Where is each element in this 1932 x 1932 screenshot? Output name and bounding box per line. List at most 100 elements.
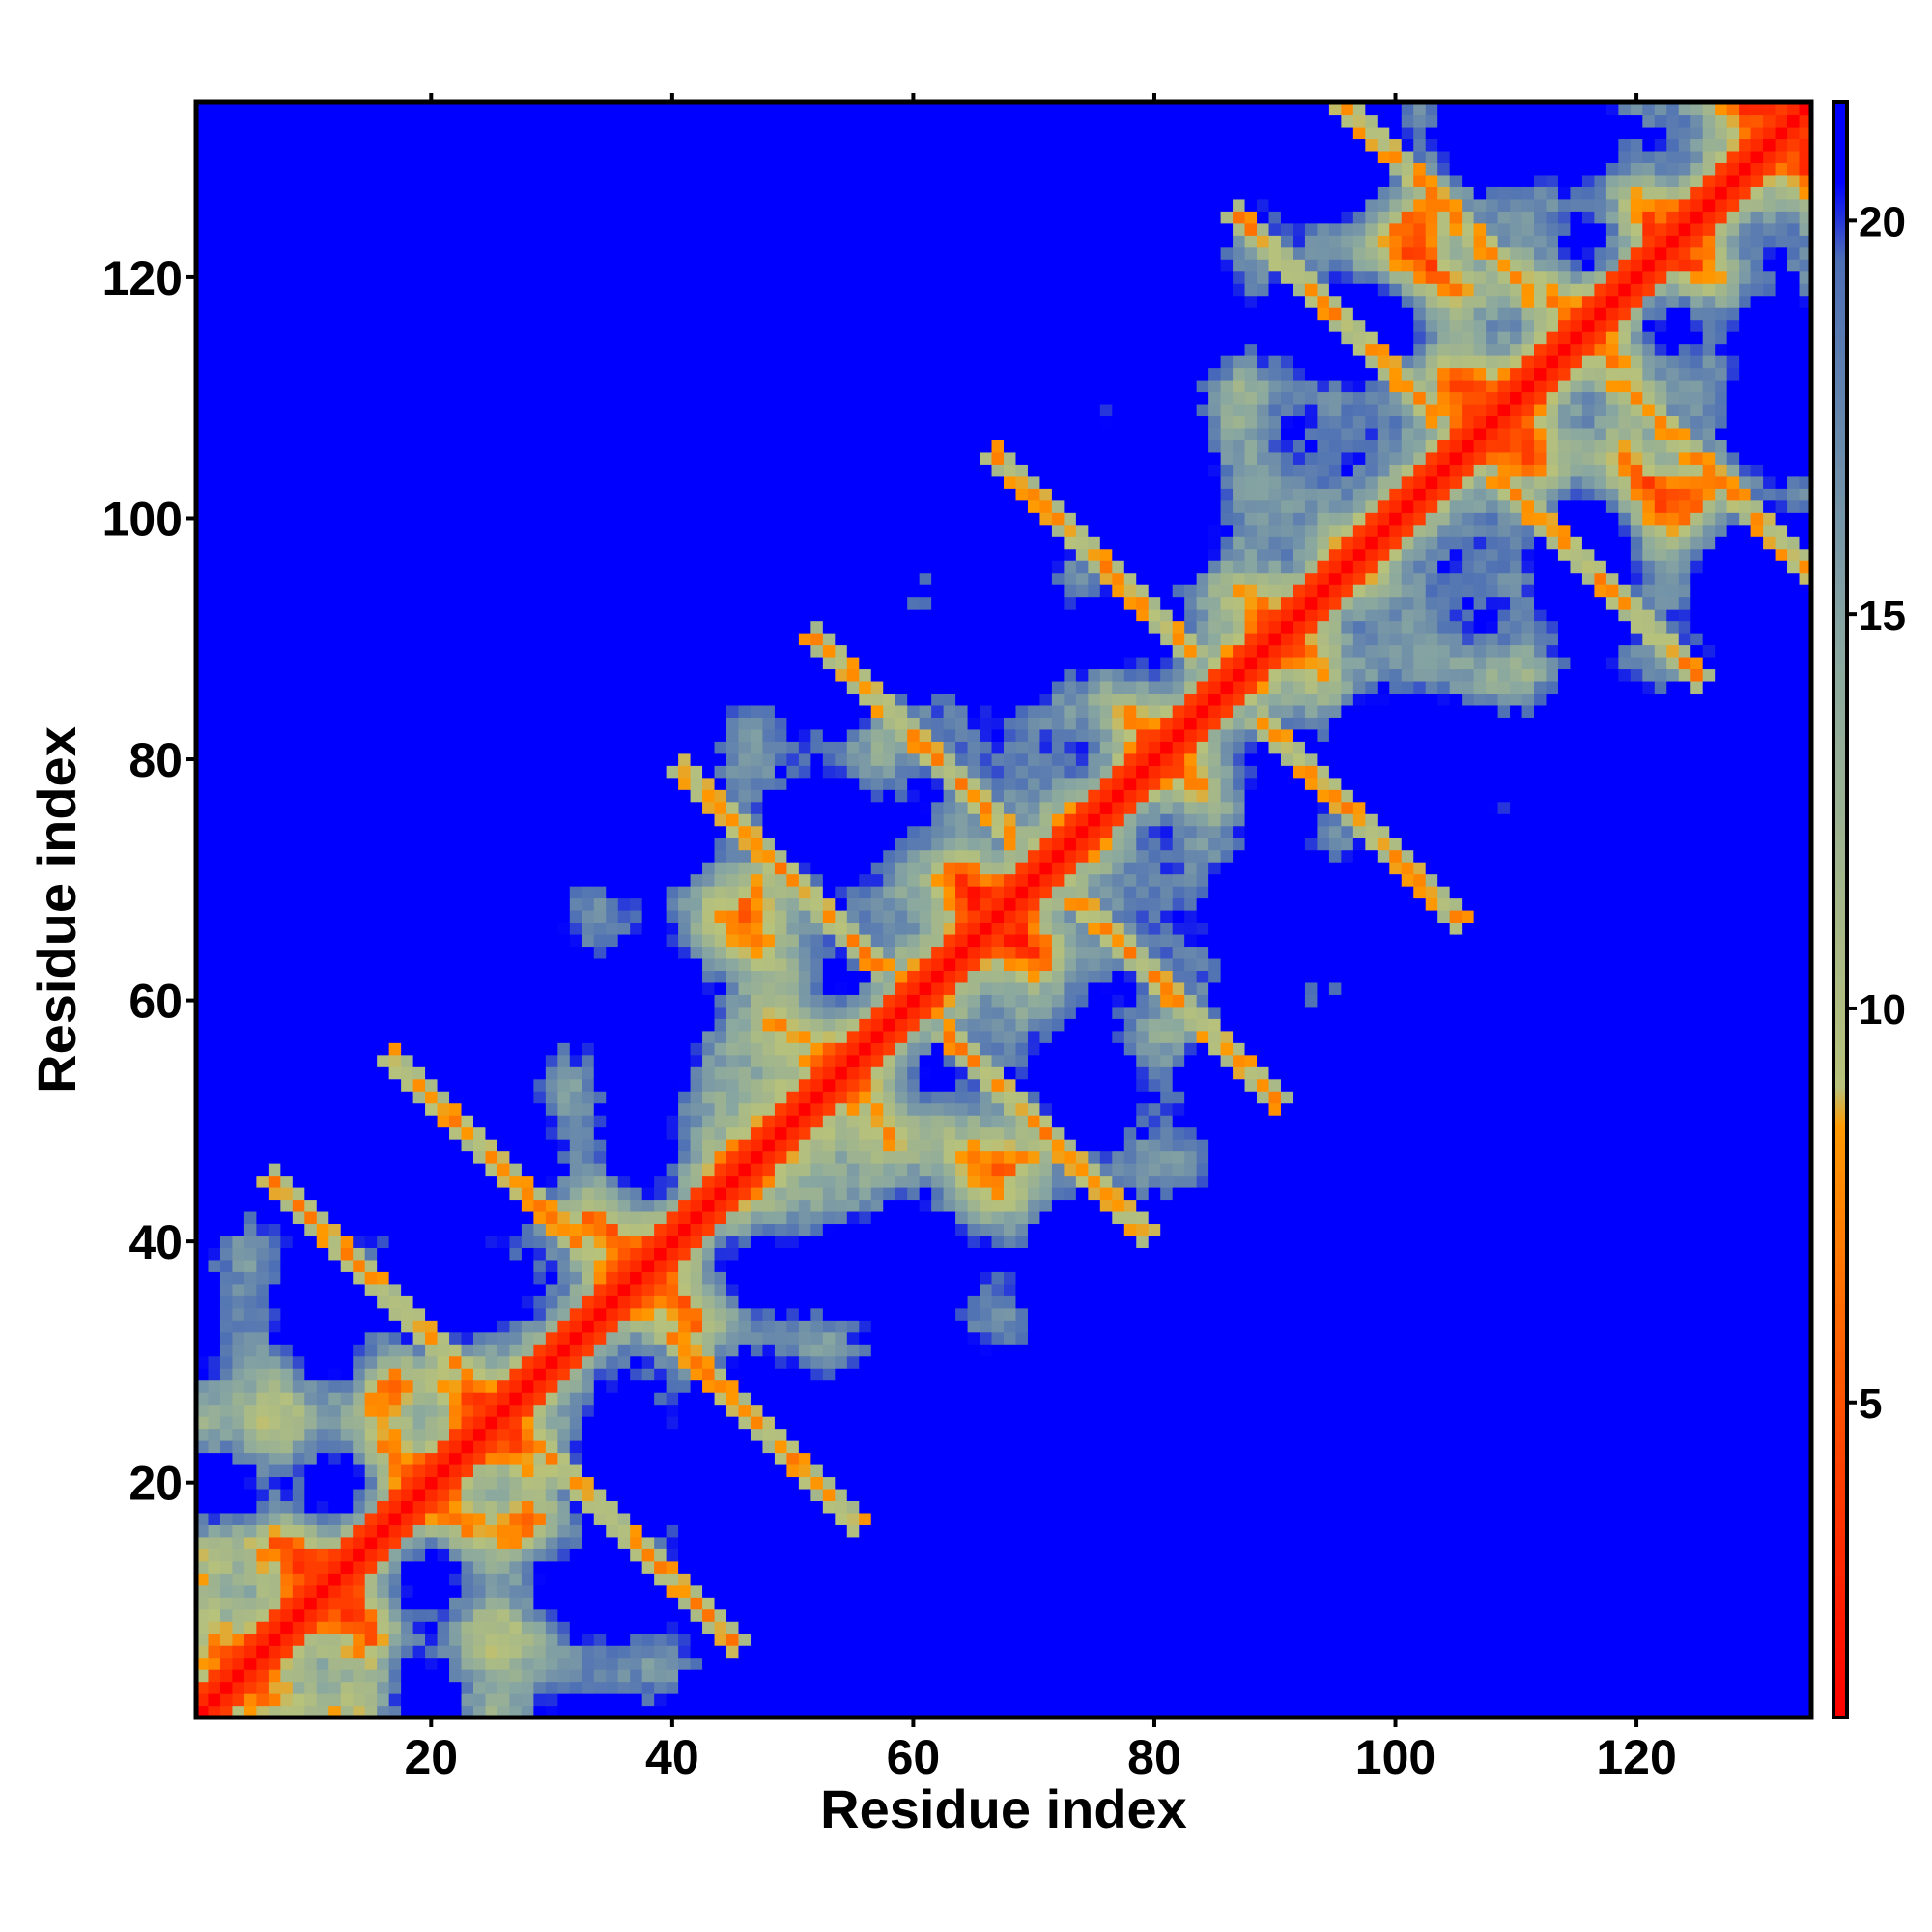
heatmap-cell <box>243 1018 257 1032</box>
heatmap-cell <box>1317 1657 1330 1670</box>
heatmap-cell <box>196 1657 210 1670</box>
heatmap-cell <box>1039 1633 1053 1646</box>
heatmap-cell <box>219 162 234 176</box>
heatmap-cell <box>243 813 257 827</box>
heatmap-cell <box>955 1476 969 1490</box>
heatmap-cell <box>919 1573 932 1586</box>
heatmap-cell <box>353 283 366 297</box>
heatmap-cell <box>388 1295 402 1309</box>
heatmap-cell <box>208 946 221 959</box>
heatmap-cell <box>388 295 402 308</box>
heatmap-cell <box>292 307 305 321</box>
heatmap-cell <box>1425 1512 1438 1525</box>
heatmap-cell <box>762 1488 776 1502</box>
heatmap-cell <box>1750 1560 1764 1574</box>
heatmap-cell <box>377 970 390 983</box>
heatmap-cell <box>1775 1681 1788 1694</box>
heatmap-cell <box>846 1500 860 1514</box>
heatmap-cell <box>1775 1633 1788 1646</box>
heatmap-cell <box>304 1247 318 1261</box>
heatmap-cell <box>364 946 378 959</box>
heatmap-cell <box>316 609 329 622</box>
heatmap-cell <box>425 427 439 440</box>
heatmap-cell <box>401 548 414 561</box>
heatmap-cell <box>256 1379 270 1393</box>
heatmap-cell <box>388 1042 402 1056</box>
heatmap-cell <box>304 1259 318 1272</box>
heatmap-cell <box>232 886 245 899</box>
heatmap-cell <box>328 1681 342 1694</box>
heatmap-cell <box>449 1476 463 1490</box>
heatmap-cell <box>208 584 221 598</box>
heatmap-cell <box>798 1476 811 1490</box>
heatmap-cell <box>268 475 281 489</box>
heatmap-cell <box>991 1705 1005 1719</box>
heatmap-cell <box>1123 1488 1137 1502</box>
heatmap-cell <box>256 1320 270 1333</box>
heatmap-cell <box>377 1066 390 1080</box>
heatmap-cell <box>738 1488 752 1502</box>
heatmap-cell <box>859 1657 872 1670</box>
heatmap-cell <box>377 1210 390 1225</box>
heatmap-cell <box>328 162 342 176</box>
heatmap-cell <box>1172 1488 1185 1502</box>
heatmap-cell <box>1244 1488 1258 1502</box>
heatmap-cell <box>232 946 245 959</box>
heatmap-cell <box>328 1139 342 1152</box>
heatmap-cell <box>328 1392 342 1406</box>
heatmap-cell <box>533 1573 547 1586</box>
heatmap-cell <box>208 1066 221 1080</box>
heatmap-cell <box>1654 1512 1667 1525</box>
heatmap-cell <box>1075 1548 1089 1562</box>
heatmap-cell <box>1365 1608 1378 1622</box>
heatmap-cell <box>292 957 305 971</box>
heatmap-cell <box>208 981 221 995</box>
heatmap-cell <box>316 1633 329 1646</box>
heatmap-cell <box>931 1512 945 1525</box>
heatmap-cell <box>196 1392 210 1406</box>
heatmap-cell <box>617 1573 631 1586</box>
heatmap-cell <box>353 970 366 983</box>
heatmap-cell <box>280 1560 294 1574</box>
heatmap-cell <box>1123 1500 1137 1514</box>
heatmap-cell <box>1775 1524 1788 1538</box>
heatmap-cell <box>774 1536 788 1549</box>
heatmap-cell <box>256 246 270 260</box>
heatmap-cell <box>1341 1621 1354 1634</box>
heatmap-cell <box>521 1705 534 1719</box>
heatmap-cell <box>353 981 366 995</box>
heatmap-cell <box>870 1681 884 1694</box>
heatmap-cell <box>762 1500 776 1514</box>
heatmap-cell <box>1184 1597 1198 1610</box>
heatmap-cell <box>1389 1633 1403 1646</box>
heatmap-cell <box>1352 1524 1366 1538</box>
heatmap-cell <box>1377 1488 1390 1502</box>
heatmap-cell <box>1763 1512 1776 1525</box>
heatmap-cell <box>521 1608 534 1622</box>
heatmap-cell <box>412 331 426 345</box>
heatmap-cell <box>219 994 234 1008</box>
heatmap-cell <box>1521 1608 1535 1622</box>
heatmap-cell <box>1715 1621 1728 1634</box>
heatmap-cell <box>1557 1597 1572 1610</box>
heatmap-cell <box>1365 1488 1378 1502</box>
heatmap-cell <box>196 536 210 550</box>
heatmap-cell <box>353 186 366 200</box>
heatmap-cell <box>268 668 281 682</box>
heatmap-cell <box>280 1355 294 1369</box>
heatmap-cell <box>328 1536 342 1549</box>
heatmap-cell <box>1051 1476 1065 1490</box>
heatmap-cell <box>835 1512 848 1525</box>
heatmap-cell <box>401 259 414 272</box>
heatmap-cell <box>1220 1536 1234 1549</box>
heatmap-cell <box>859 1621 872 1634</box>
heatmap-cell <box>353 138 366 152</box>
heatmap-cell <box>1293 1548 1306 1562</box>
heatmap-cell <box>449 1681 463 1694</box>
heatmap-cell <box>208 862 221 875</box>
heatmap-cell <box>412 741 426 754</box>
heatmap-cell <box>388 728 402 742</box>
heatmap-cell <box>1739 1681 1752 1694</box>
heatmap-cell <box>388 1560 402 1574</box>
heatmap-cell <box>208 873 221 887</box>
